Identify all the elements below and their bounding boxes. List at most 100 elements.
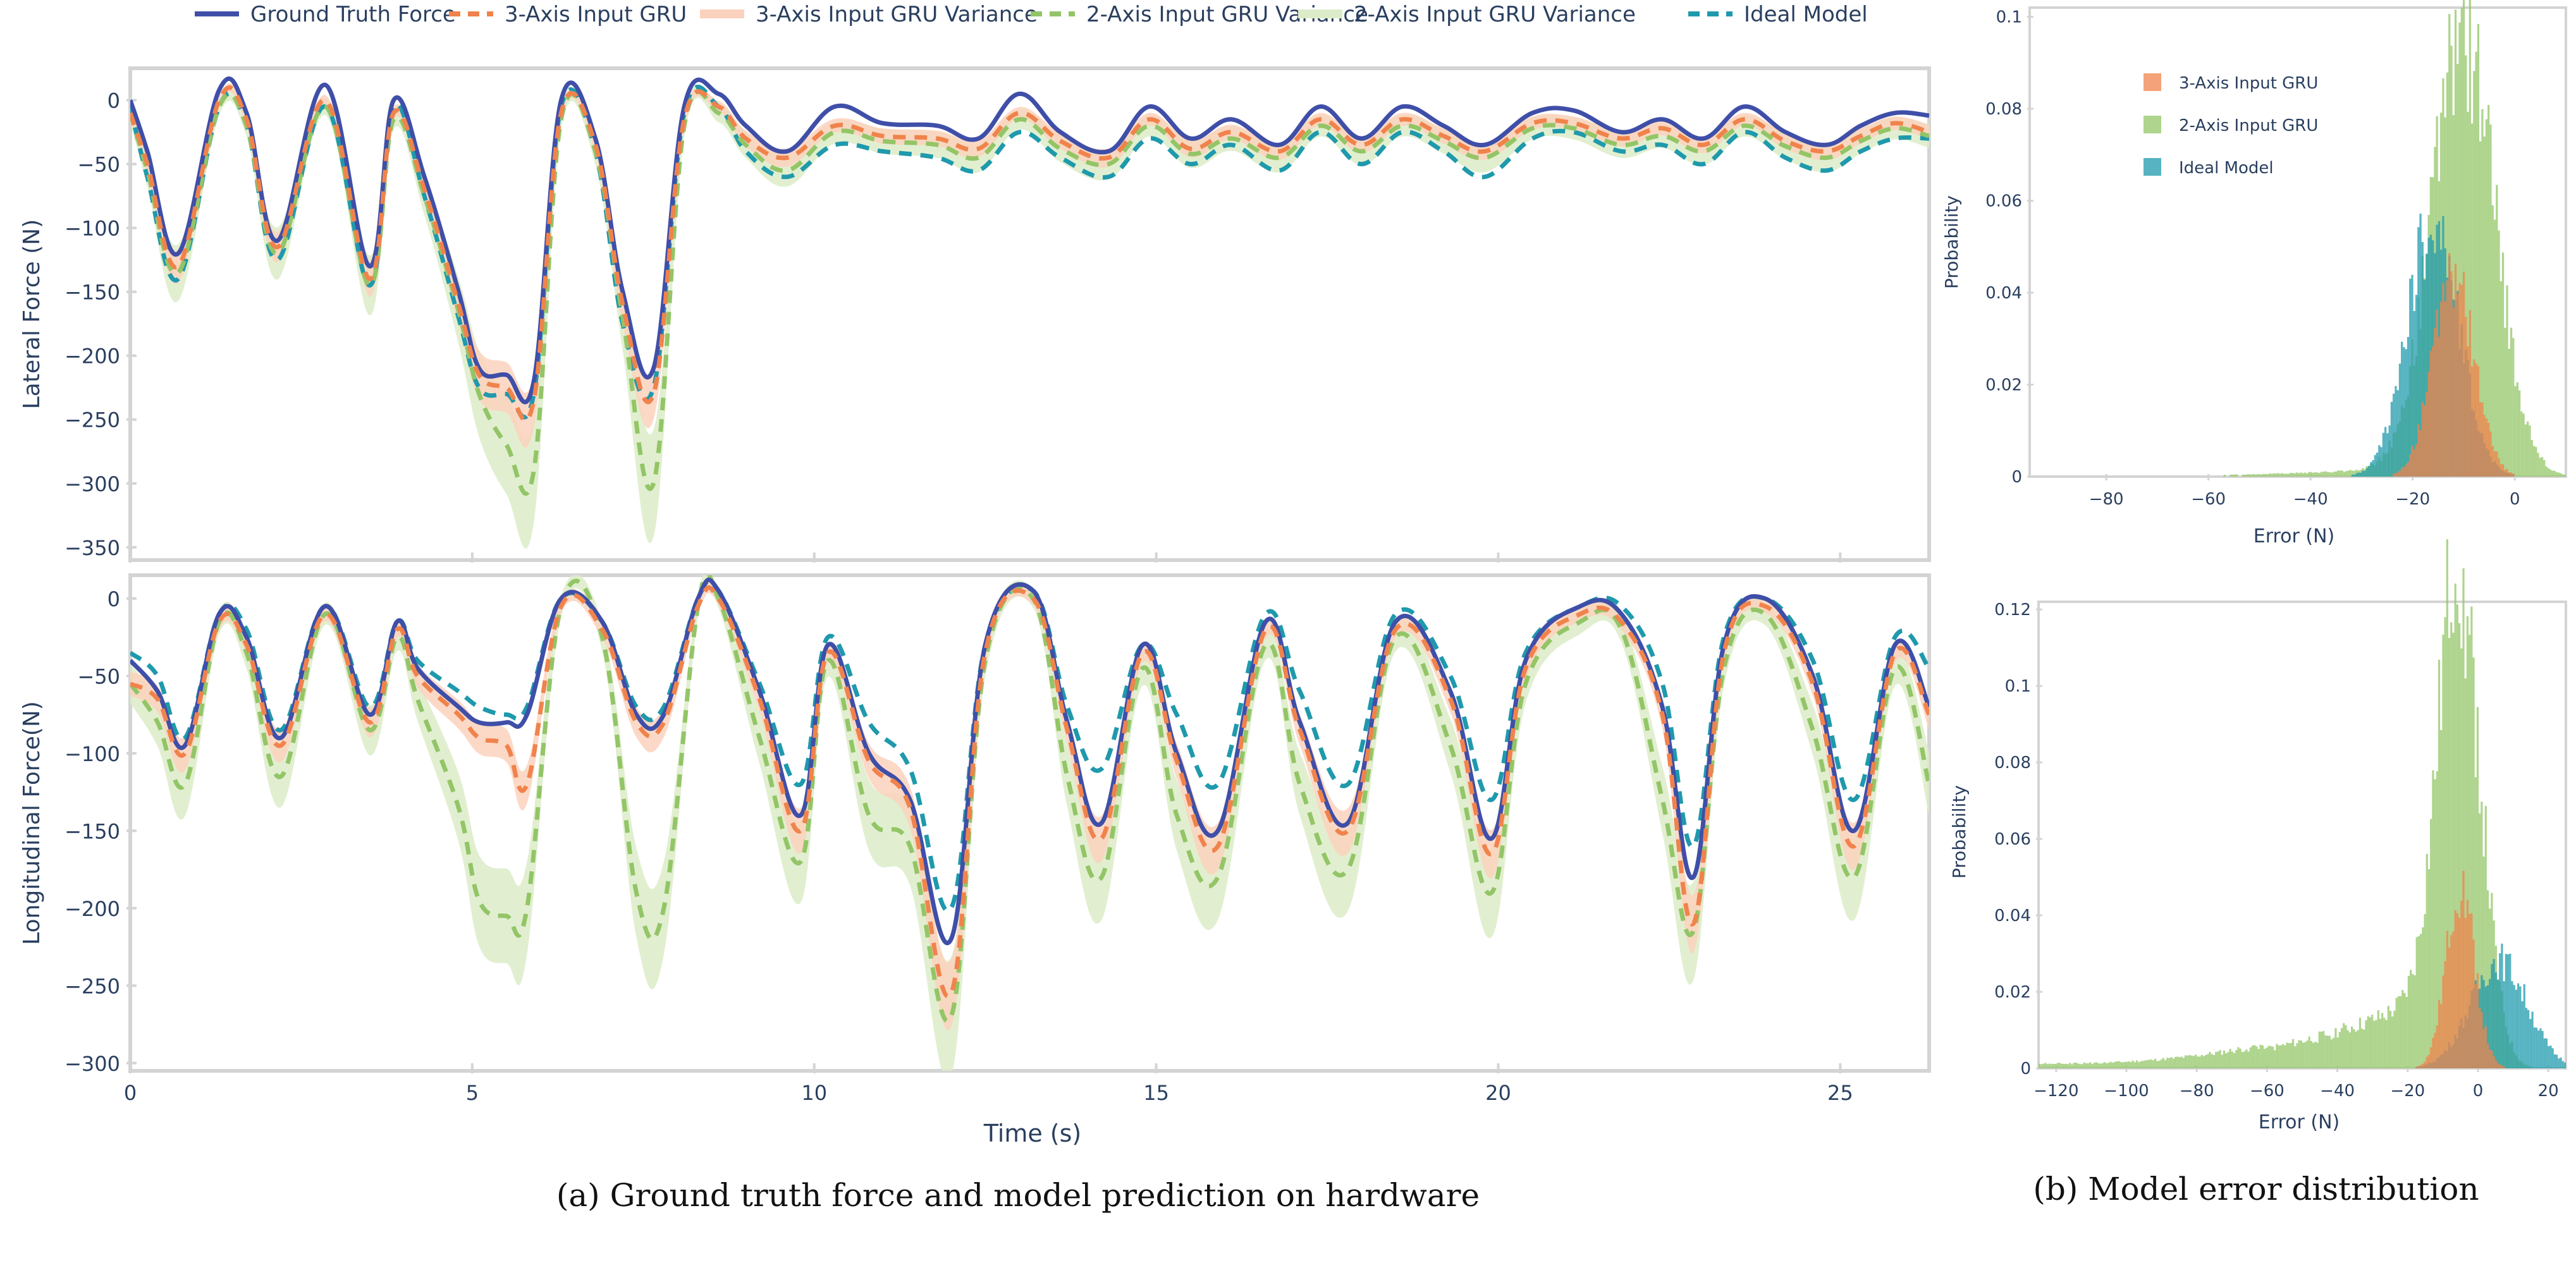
hist-bar xyxy=(2347,470,2350,477)
hist-bar xyxy=(2479,141,2482,477)
hist-bar xyxy=(2223,1050,2226,1068)
hist-bar xyxy=(2477,24,2480,477)
hist-bar xyxy=(2460,284,2463,477)
hist-bar xyxy=(2229,474,2232,477)
hist-bar xyxy=(2256,474,2259,477)
hist-bar xyxy=(2369,1017,2372,1068)
hist-bar xyxy=(2560,1057,2562,1068)
y-tick-label: −50 xyxy=(77,664,120,688)
hist-bar xyxy=(2426,853,2428,1068)
hist-bar xyxy=(2083,1062,2085,1068)
hist-bar xyxy=(2543,1038,2546,1068)
hist-bar xyxy=(2467,346,2469,477)
hist-bar xyxy=(2123,1061,2126,1068)
hist-bar xyxy=(2061,1063,2063,1068)
y-tick-label: 0.08 xyxy=(1994,754,2031,772)
hist-bar xyxy=(2496,185,2498,477)
hist-bar xyxy=(2377,1010,2379,1068)
hist-bar xyxy=(2261,1045,2264,1068)
hist-bar xyxy=(2420,1065,2422,1068)
hist-bar xyxy=(2331,472,2333,477)
hist-bar xyxy=(2076,1063,2080,1068)
hist-bar xyxy=(2560,473,2562,477)
hist-bar xyxy=(2172,1058,2174,1068)
hist-bar xyxy=(2105,1063,2108,1068)
hist-bar xyxy=(2091,1064,2094,1068)
hist-bar xyxy=(2215,1052,2217,1068)
hist-bar xyxy=(2272,473,2276,477)
error-histogram-bottom: Probability Error (N) 0 0.02 0.04 0.06 0.08 0… xyxy=(1949,539,2567,1133)
hist-bar xyxy=(2444,961,2446,1068)
hist-bar xyxy=(2533,1027,2536,1068)
hist-bar xyxy=(2379,1018,2382,1068)
hist-bar xyxy=(2541,1031,2544,1068)
hist-bar xyxy=(2458,623,2461,1068)
hist-bar xyxy=(2444,617,2446,1068)
hist-bar xyxy=(2393,1010,2396,1068)
hist-bar xyxy=(2118,1061,2120,1068)
hist-bar xyxy=(2446,539,2448,1068)
y-tick-label: −250 xyxy=(64,408,120,432)
hist-bar xyxy=(2115,1061,2118,1068)
hist-bar xyxy=(2359,472,2362,477)
hist-bar xyxy=(2430,819,2432,1068)
legend-label: 2-Axis Input GRU Variance xyxy=(1354,2,1636,27)
hist-bar xyxy=(2479,813,2481,1068)
plot-area xyxy=(130,76,1929,549)
hist-bar xyxy=(2518,390,2521,477)
x-tick-label: 15 xyxy=(1143,1081,1169,1105)
hist-bar xyxy=(2266,1047,2268,1068)
hist-bar xyxy=(2162,1058,2164,1068)
x-tick-label: −80 xyxy=(2089,490,2124,509)
legend-label: Ideal Model xyxy=(1744,2,1868,27)
hist-bar xyxy=(2448,948,2451,1068)
hist-bar xyxy=(2346,1030,2349,1068)
y-tick-label: −200 xyxy=(64,897,120,921)
hist-bar xyxy=(2310,472,2312,477)
hist-bar xyxy=(2426,391,2428,477)
hist-bar xyxy=(2485,119,2488,477)
hist-bar xyxy=(2516,382,2518,477)
gru3-line xyxy=(130,585,1929,999)
hist-bar xyxy=(2339,470,2341,477)
hist-bar xyxy=(2403,992,2406,1068)
x-tick-label: 20 xyxy=(2538,1082,2559,1101)
hist-bar xyxy=(2245,1049,2248,1068)
hist-bar xyxy=(2486,890,2489,1068)
hist-bar xyxy=(2140,1061,2142,1068)
hist-bar xyxy=(2548,1046,2550,1068)
hist-bar xyxy=(2336,1037,2339,1068)
hist-legend-swatch xyxy=(2144,73,2161,91)
hist-bar xyxy=(2212,1054,2216,1068)
hist-bar xyxy=(2156,1061,2159,1068)
hist-bar xyxy=(2343,472,2346,477)
hist-bar xyxy=(2531,1011,2534,1068)
hist-bar xyxy=(2225,1053,2228,1068)
hist-bar xyxy=(2267,474,2269,477)
hist-bar xyxy=(2135,1060,2138,1068)
gru3-variance-band xyxy=(130,83,1929,448)
hist-bar xyxy=(2279,1045,2282,1068)
hist-bar xyxy=(2448,14,2451,477)
hist-bar xyxy=(2099,1063,2102,1068)
y-tick-label: 0.06 xyxy=(1985,192,2022,211)
hist-bar xyxy=(2312,1042,2315,1068)
hist-bar xyxy=(2355,470,2358,477)
hist-bar xyxy=(2405,464,2407,477)
hist-bar xyxy=(2306,473,2309,477)
y-tick-label: −300 xyxy=(64,472,120,496)
hist-bar xyxy=(2506,469,2508,477)
hist-bar xyxy=(2322,1031,2325,1068)
hist-bar xyxy=(2079,1063,2082,1068)
hist-bar xyxy=(2446,930,2448,1068)
hist-bar xyxy=(2168,1058,2171,1068)
hist-bar xyxy=(2547,468,2549,477)
hist-bar xyxy=(2152,1060,2154,1068)
hist-bar xyxy=(2396,472,2399,477)
hist-bar xyxy=(2372,460,2374,477)
hist-bar xyxy=(2440,730,2443,1068)
hist-bar xyxy=(2278,1045,2280,1068)
hist-bar xyxy=(2464,678,2467,1068)
hist-bar xyxy=(2314,472,2317,477)
hist-bar xyxy=(2291,1039,2295,1068)
